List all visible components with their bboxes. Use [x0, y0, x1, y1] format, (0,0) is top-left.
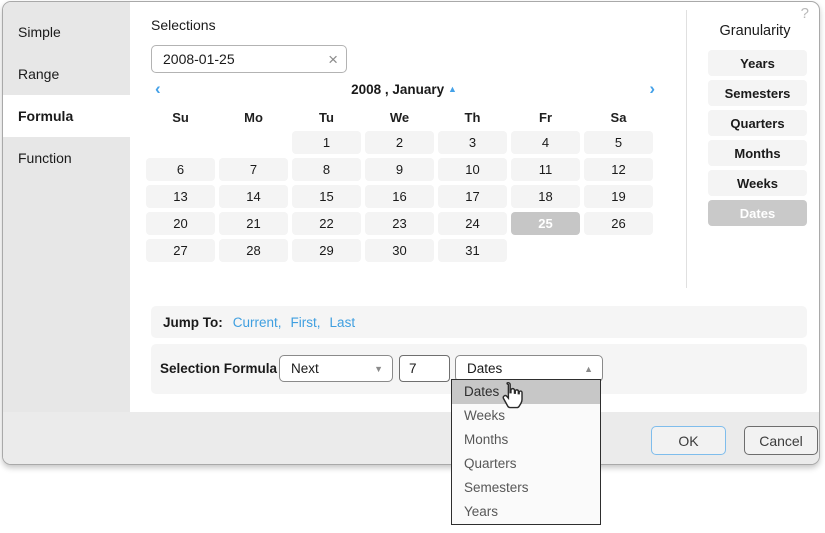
weekday-label: Su: [172, 110, 189, 125]
calendar-day-29[interactable]: 29: [292, 239, 361, 262]
calendar-title[interactable]: 2008 , January ▲: [151, 79, 657, 100]
sidebar-item-function[interactable]: Function: [18, 150, 72, 166]
formula-count-value: 7: [409, 361, 417, 376]
unit-dropdown-list: Dates Weeks Months Quarters Semesters Years: [451, 379, 601, 525]
granularity-title: Granularity: [719, 23, 791, 39]
next-month-icon[interactable]: ›: [649, 79, 655, 98]
granularity-semesters-button[interactable]: Semesters: [708, 80, 807, 106]
cancel-button[interactable]: Cancel: [744, 426, 818, 455]
dialog-footer: OK Cancel: [3, 412, 819, 464]
weekday-label: Sa: [610, 110, 627, 125]
calendar-day-30[interactable]: 30: [365, 239, 434, 262]
jump-to-separator: ,: [316, 314, 321, 330]
weekday-label: Mo: [244, 110, 263, 125]
ok-button[interactable]: OK: [651, 426, 726, 455]
calendar-day-13[interactable]: 13: [146, 185, 215, 208]
jump-to-separator: ,: [277, 314, 282, 330]
calendar-day-20[interactable]: 20: [146, 212, 215, 235]
weekday-label: Tu: [319, 110, 334, 125]
sidebar-item-range[interactable]: Range: [18, 66, 60, 82]
weekday-label: Fr: [539, 110, 552, 125]
granularity-divider: [686, 10, 687, 288]
prev-month-icon[interactable]: ‹: [155, 79, 161, 98]
dropdown-option-semesters[interactable]: Semesters: [464, 480, 529, 495]
calendar-nav: ‹ 2008 , January ▲ ›: [151, 79, 657, 99]
sidebar: Simple Range Formula Function: [3, 2, 130, 413]
calendar-day-1[interactable]: 1: [292, 131, 361, 154]
jump-to-current-link[interactable]: Current: [232, 314, 278, 330]
sidebar-item-formula[interactable]: Formula: [3, 95, 130, 137]
calendar-day-8[interactable]: 8: [292, 158, 361, 181]
calendar-day-11[interactable]: 11: [511, 158, 580, 181]
selection-formula-label: Selection Formula: [160, 361, 278, 376]
granularity-weeks-button[interactable]: Weeks: [708, 170, 807, 196]
dropdown-option-quarters[interactable]: Quarters: [464, 456, 517, 471]
clear-icon[interactable]: ×: [328, 49, 338, 69]
weekday-label: Th: [464, 110, 481, 125]
calendar-day-26[interactable]: 26: [584, 212, 653, 235]
chevron-down-icon: ▼: [374, 363, 383, 374]
calendar-day-10[interactable]: 10: [438, 158, 507, 181]
calendar-day-15[interactable]: 15: [292, 185, 361, 208]
calendar-day-18[interactable]: 18: [511, 185, 580, 208]
calendar-day-grid: 1 2 3 4 5 6 7 8 9 10 11 12 13 14 15 16 17 18 19 20 21 22 23 24 2…: [146, 131, 653, 262]
date-input[interactable]: 2008-01-25 ×: [151, 45, 347, 73]
weekday-label: We: [389, 110, 410, 125]
calendar-day-27[interactable]: 27: [146, 239, 215, 262]
calendar-day-7[interactable]: 7: [219, 158, 288, 181]
formula-unit-select[interactable]: Dates ▲: [455, 355, 603, 382]
formula-operation-select[interactable]: Next ▼: [279, 355, 393, 382]
date-input-value: 2008-01-25: [163, 51, 235, 67]
date-selection-dialog: ? Simple Range Formula Function Selections …: [2, 1, 820, 465]
granularity-months-button[interactable]: Months: [708, 140, 807, 166]
calendar-day-16[interactable]: 16: [365, 185, 434, 208]
calendar-day-21[interactable]: 21: [219, 212, 288, 235]
calendar-day-5[interactable]: 5: [584, 131, 653, 154]
help-icon[interactable]: ?: [800, 5, 809, 22]
collapse-calendar-icon: ▲: [447, 84, 457, 94]
formula-operation-value: Next: [291, 361, 319, 376]
sidebar-item-simple[interactable]: Simple: [18, 24, 61, 40]
dropdown-option-months[interactable]: Months: [464, 432, 509, 447]
calendar-day-17[interactable]: 17: [438, 185, 507, 208]
calendar-weekday-header: Su Mo Tu We Th Fr Sa: [146, 110, 653, 125]
dropdown-option-weeks[interactable]: Weeks: [464, 408, 506, 423]
jump-to-bar: Jump To: Current, First, Last: [151, 306, 807, 338]
dropdown-option-years[interactable]: Years: [464, 504, 499, 519]
granularity-dates-button[interactable]: Dates: [708, 200, 807, 226]
calendar-day-22[interactable]: 22: [292, 212, 361, 235]
calendar-day-25[interactable]: 25: [511, 212, 580, 235]
jump-to-last-link[interactable]: Last: [329, 314, 356, 330]
chevron-up-icon: ▲: [584, 363, 593, 374]
calendar-day-9[interactable]: 9: [365, 158, 434, 181]
calendar-day-28[interactable]: 28: [219, 239, 288, 262]
dropdown-option-dates[interactable]: Dates: [452, 380, 600, 404]
jump-to-label: Jump To:: [163, 314, 223, 330]
calendar-day-31[interactable]: 31: [438, 239, 507, 262]
jump-to-links: Current, First, Last: [233, 315, 355, 330]
calendar-day-23[interactable]: 23: [365, 212, 434, 235]
selections-label: Selections: [151, 17, 216, 33]
calendar-day-2[interactable]: 2: [365, 131, 434, 154]
formula-count-input[interactable]: 7: [399, 355, 450, 382]
calendar-day-4[interactable]: 4: [511, 131, 580, 154]
formula-unit-value: Dates: [467, 361, 503, 376]
calendar-day-12[interactable]: 12: [584, 158, 653, 181]
granularity-years-button[interactable]: Years: [708, 50, 807, 76]
calendar-day-19[interactable]: 19: [584, 185, 653, 208]
calendar-day-3[interactable]: 3: [438, 131, 507, 154]
calendar-day-24[interactable]: 24: [438, 212, 507, 235]
jump-to-first-link[interactable]: First: [290, 314, 317, 330]
calendar-title-text: 2008 , January: [351, 82, 445, 97]
calendar-day-14[interactable]: 14: [219, 185, 288, 208]
calendar-day-6[interactable]: 6: [146, 158, 215, 181]
granularity-quarters-button[interactable]: Quarters: [708, 110, 807, 136]
